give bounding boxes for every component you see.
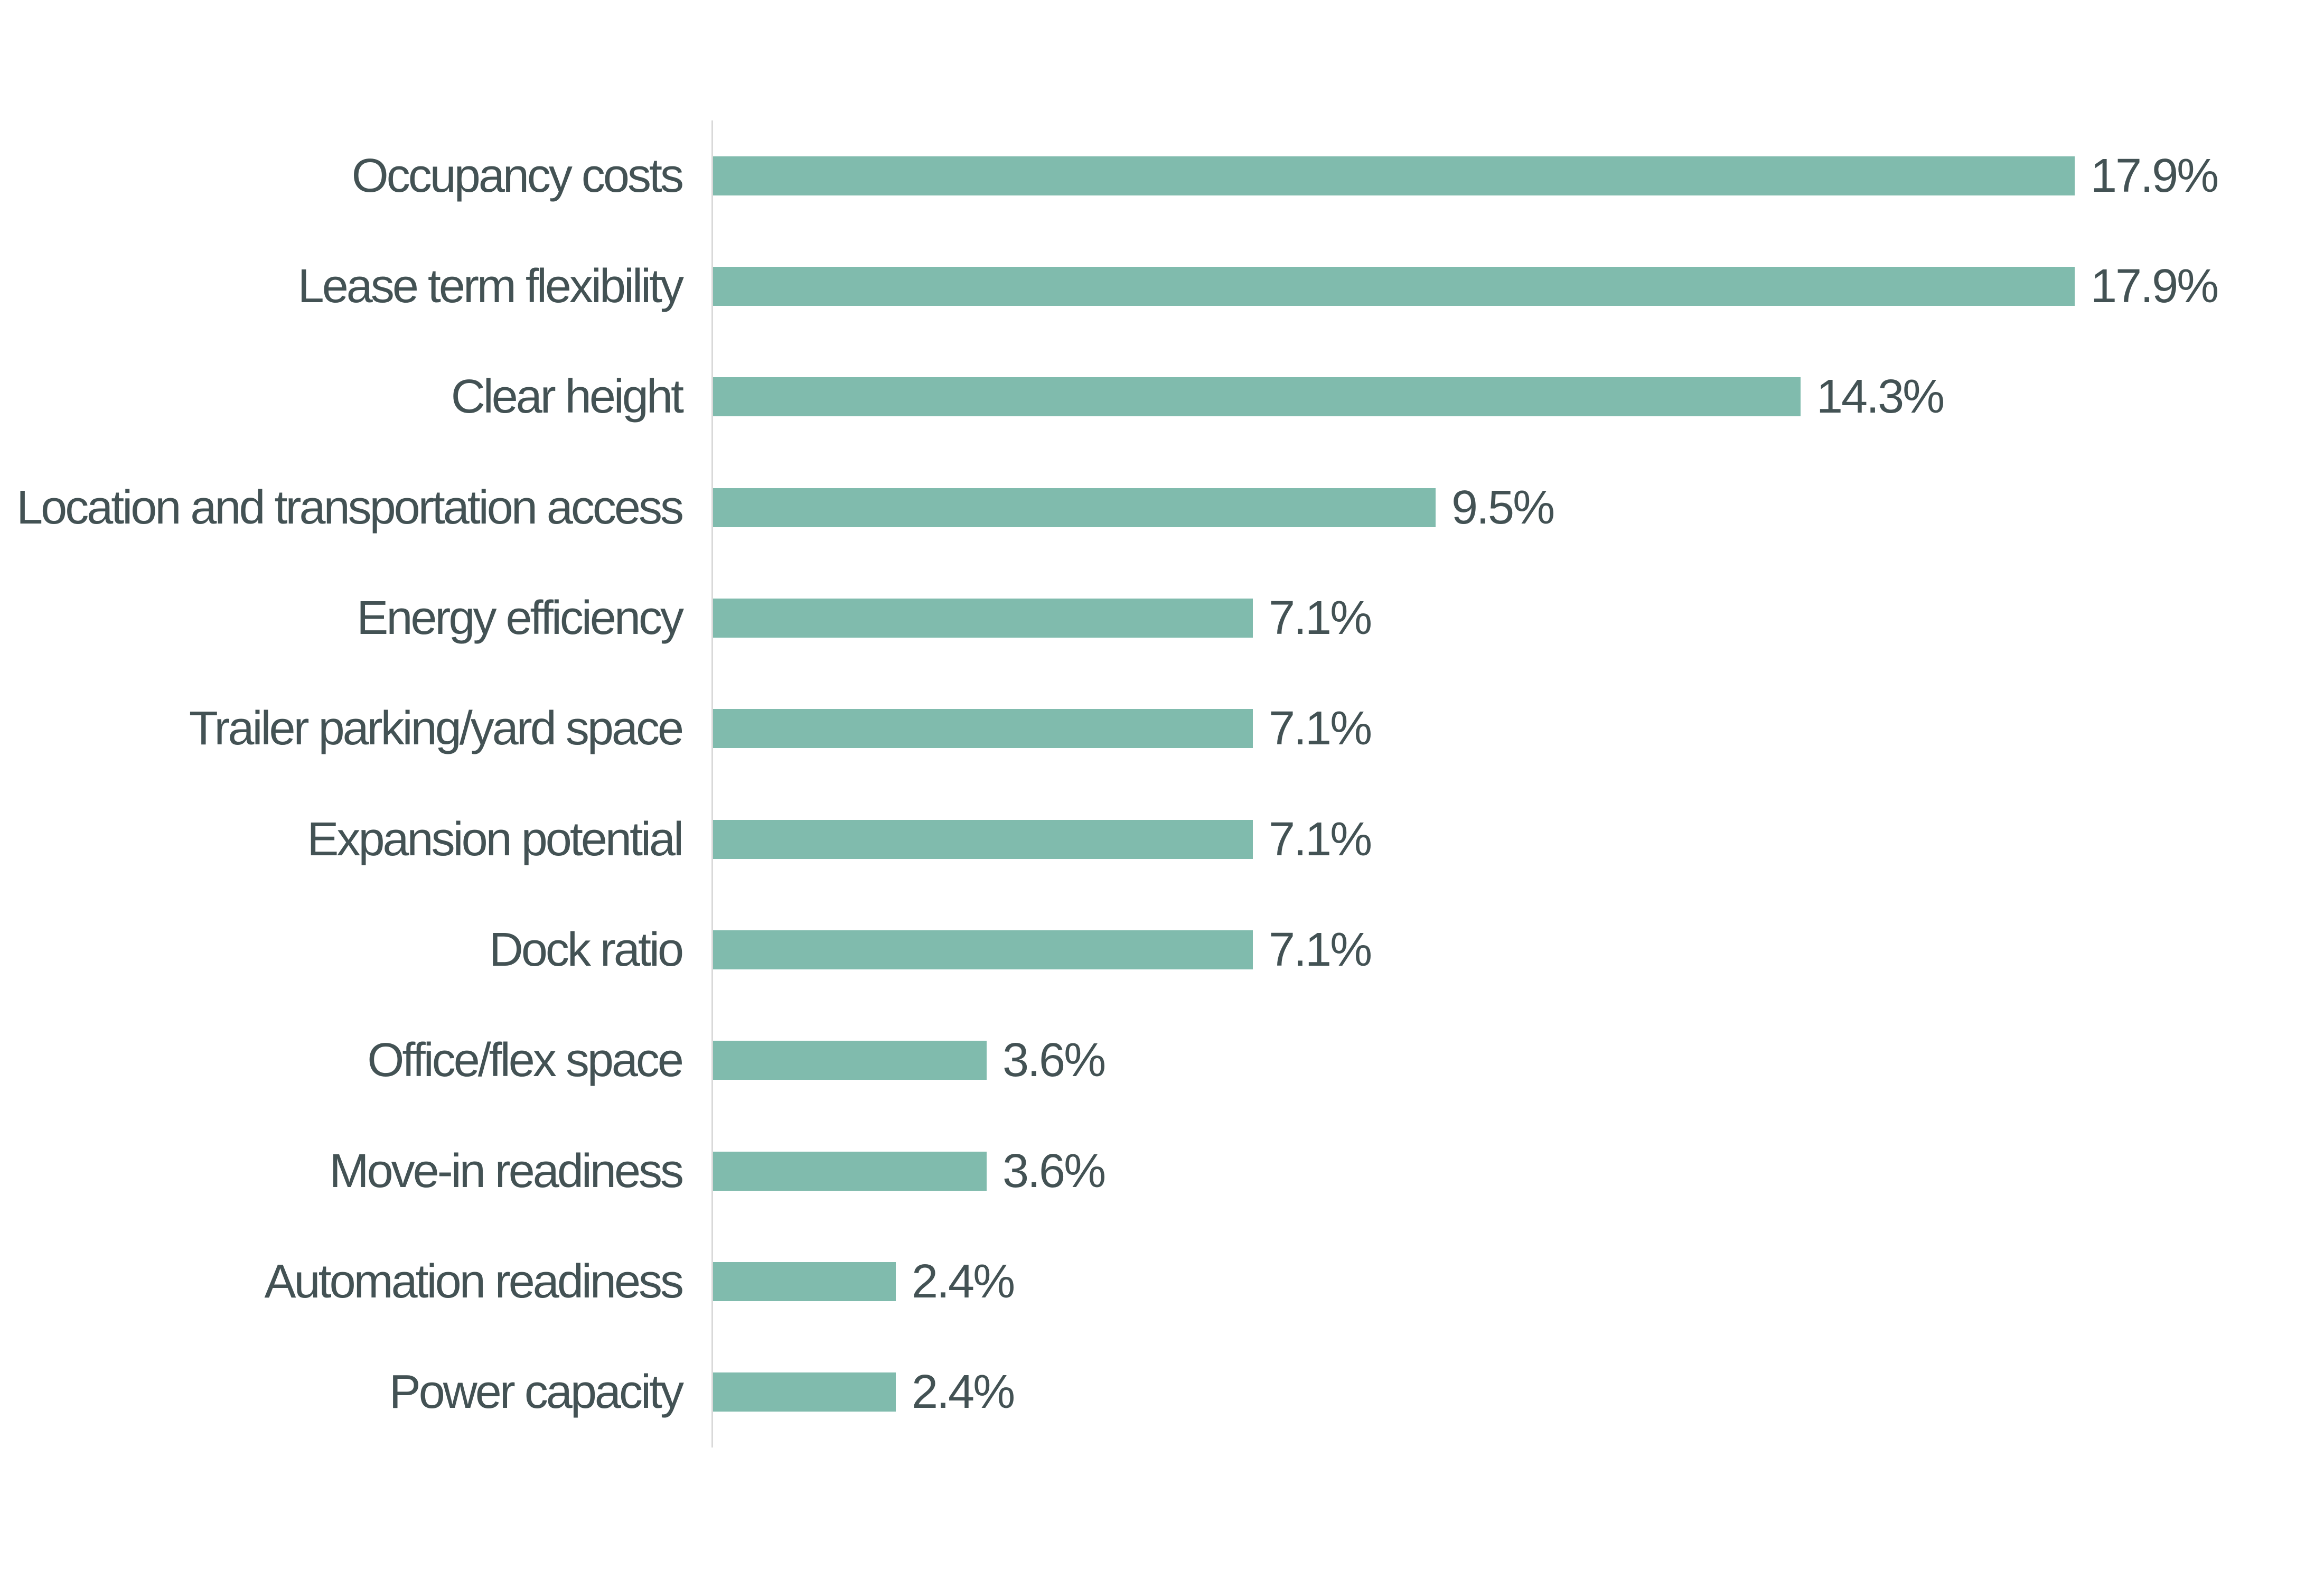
- value-label: 3.6%: [1002, 1144, 1106, 1198]
- bar-track: 3.6%: [711, 1036, 2324, 1084]
- bar: [713, 930, 1253, 969]
- category-label: Occupancy costs: [351, 149, 684, 202]
- chart-row: Clear height 14.3%: [0, 342, 2324, 452]
- bar: [713, 266, 2075, 306]
- value-label: 3.6%: [1002, 1034, 1106, 1087]
- bar: [713, 709, 1253, 749]
- category-label: Energy efficiency: [357, 591, 684, 645]
- category-label: Expansion potential: [307, 812, 684, 866]
- bar-track: 2.4%: [711, 1258, 2324, 1305]
- value-label: 7.1%: [1269, 812, 1372, 866]
- bar-track: 2.4%: [711, 1368, 2324, 1416]
- chart-row: Automation readiness 2.4%: [0, 1226, 2324, 1337]
- chart-row: Location and transportation access 9.5%: [0, 452, 2324, 563]
- bar: [713, 1041, 987, 1080]
- bar-track: 3.6%: [711, 1147, 2324, 1195]
- bar-track: 17.9%: [711, 263, 2324, 310]
- chart-row: Energy efficiency 7.1%: [0, 563, 2324, 673]
- category-label: Move-in readiness: [329, 1144, 684, 1198]
- bar-track: 9.5%: [711, 484, 2324, 531]
- value-label: 7.1%: [1269, 923, 1372, 976]
- bar: [713, 598, 1253, 638]
- chart-row: Office/flex space 3.6%: [0, 1005, 2324, 1116]
- category-label: Lease term flexibility: [297, 259, 684, 313]
- chart-row: Lease term flexibility 17.9%: [0, 231, 2324, 341]
- value-label: 17.9%: [2091, 149, 2219, 202]
- chart-row: Move-in readiness 3.6%: [0, 1116, 2324, 1226]
- bar: [713, 488, 1436, 527]
- category-label: Trailer parking/yard space: [189, 702, 684, 755]
- value-label: 14.3%: [1816, 370, 1945, 424]
- category-label: Clear height: [451, 370, 684, 424]
- chart-row: Trailer parking/yard space 7.1%: [0, 674, 2324, 784]
- category-label: Office/flex space: [367, 1034, 684, 1087]
- bar-track: 14.3%: [711, 373, 2324, 421]
- bar: [713, 377, 1801, 417]
- value-label: 7.1%: [1269, 702, 1372, 755]
- bar-track: 7.1%: [711, 926, 2324, 974]
- value-label: 9.5%: [1451, 481, 1555, 534]
- chart-row: Dock ratio 7.1%: [0, 894, 2324, 1005]
- chart-row: Power capacity 2.4%: [0, 1337, 2324, 1447]
- bar-track: 17.9%: [711, 152, 2324, 200]
- bar: [713, 819, 1253, 859]
- category-label: Location and transportation access: [16, 481, 684, 534]
- y-axis-line: [711, 120, 713, 1447]
- value-label: 17.9%: [2091, 259, 2219, 313]
- bar-track: 7.1%: [711, 705, 2324, 752]
- category-label: Dock ratio: [489, 923, 684, 976]
- chart-row: Occupancy costs 17.9%: [0, 120, 2324, 231]
- value-label: 2.4%: [912, 1366, 1015, 1419]
- bar: [713, 1372, 896, 1412]
- bar-track: 7.1%: [711, 816, 2324, 863]
- bar: [713, 1262, 896, 1301]
- category-label: Power capacity: [389, 1366, 684, 1419]
- bar: [713, 1151, 987, 1191]
- chart-rows: Occupancy costs 17.9% Lease term flexibili…: [0, 120, 2324, 1447]
- bar-track: 7.1%: [711, 594, 2324, 642]
- value-label: 7.1%: [1269, 591, 1372, 645]
- bar-chart: Occupancy costs 17.9% Lease term flexibili…: [0, 120, 2324, 1447]
- category-label: Automation readiness: [264, 1255, 684, 1308]
- bar: [713, 156, 2075, 195]
- value-label: 2.4%: [912, 1255, 1015, 1308]
- chart-row: Expansion potential 7.1%: [0, 784, 2324, 894]
